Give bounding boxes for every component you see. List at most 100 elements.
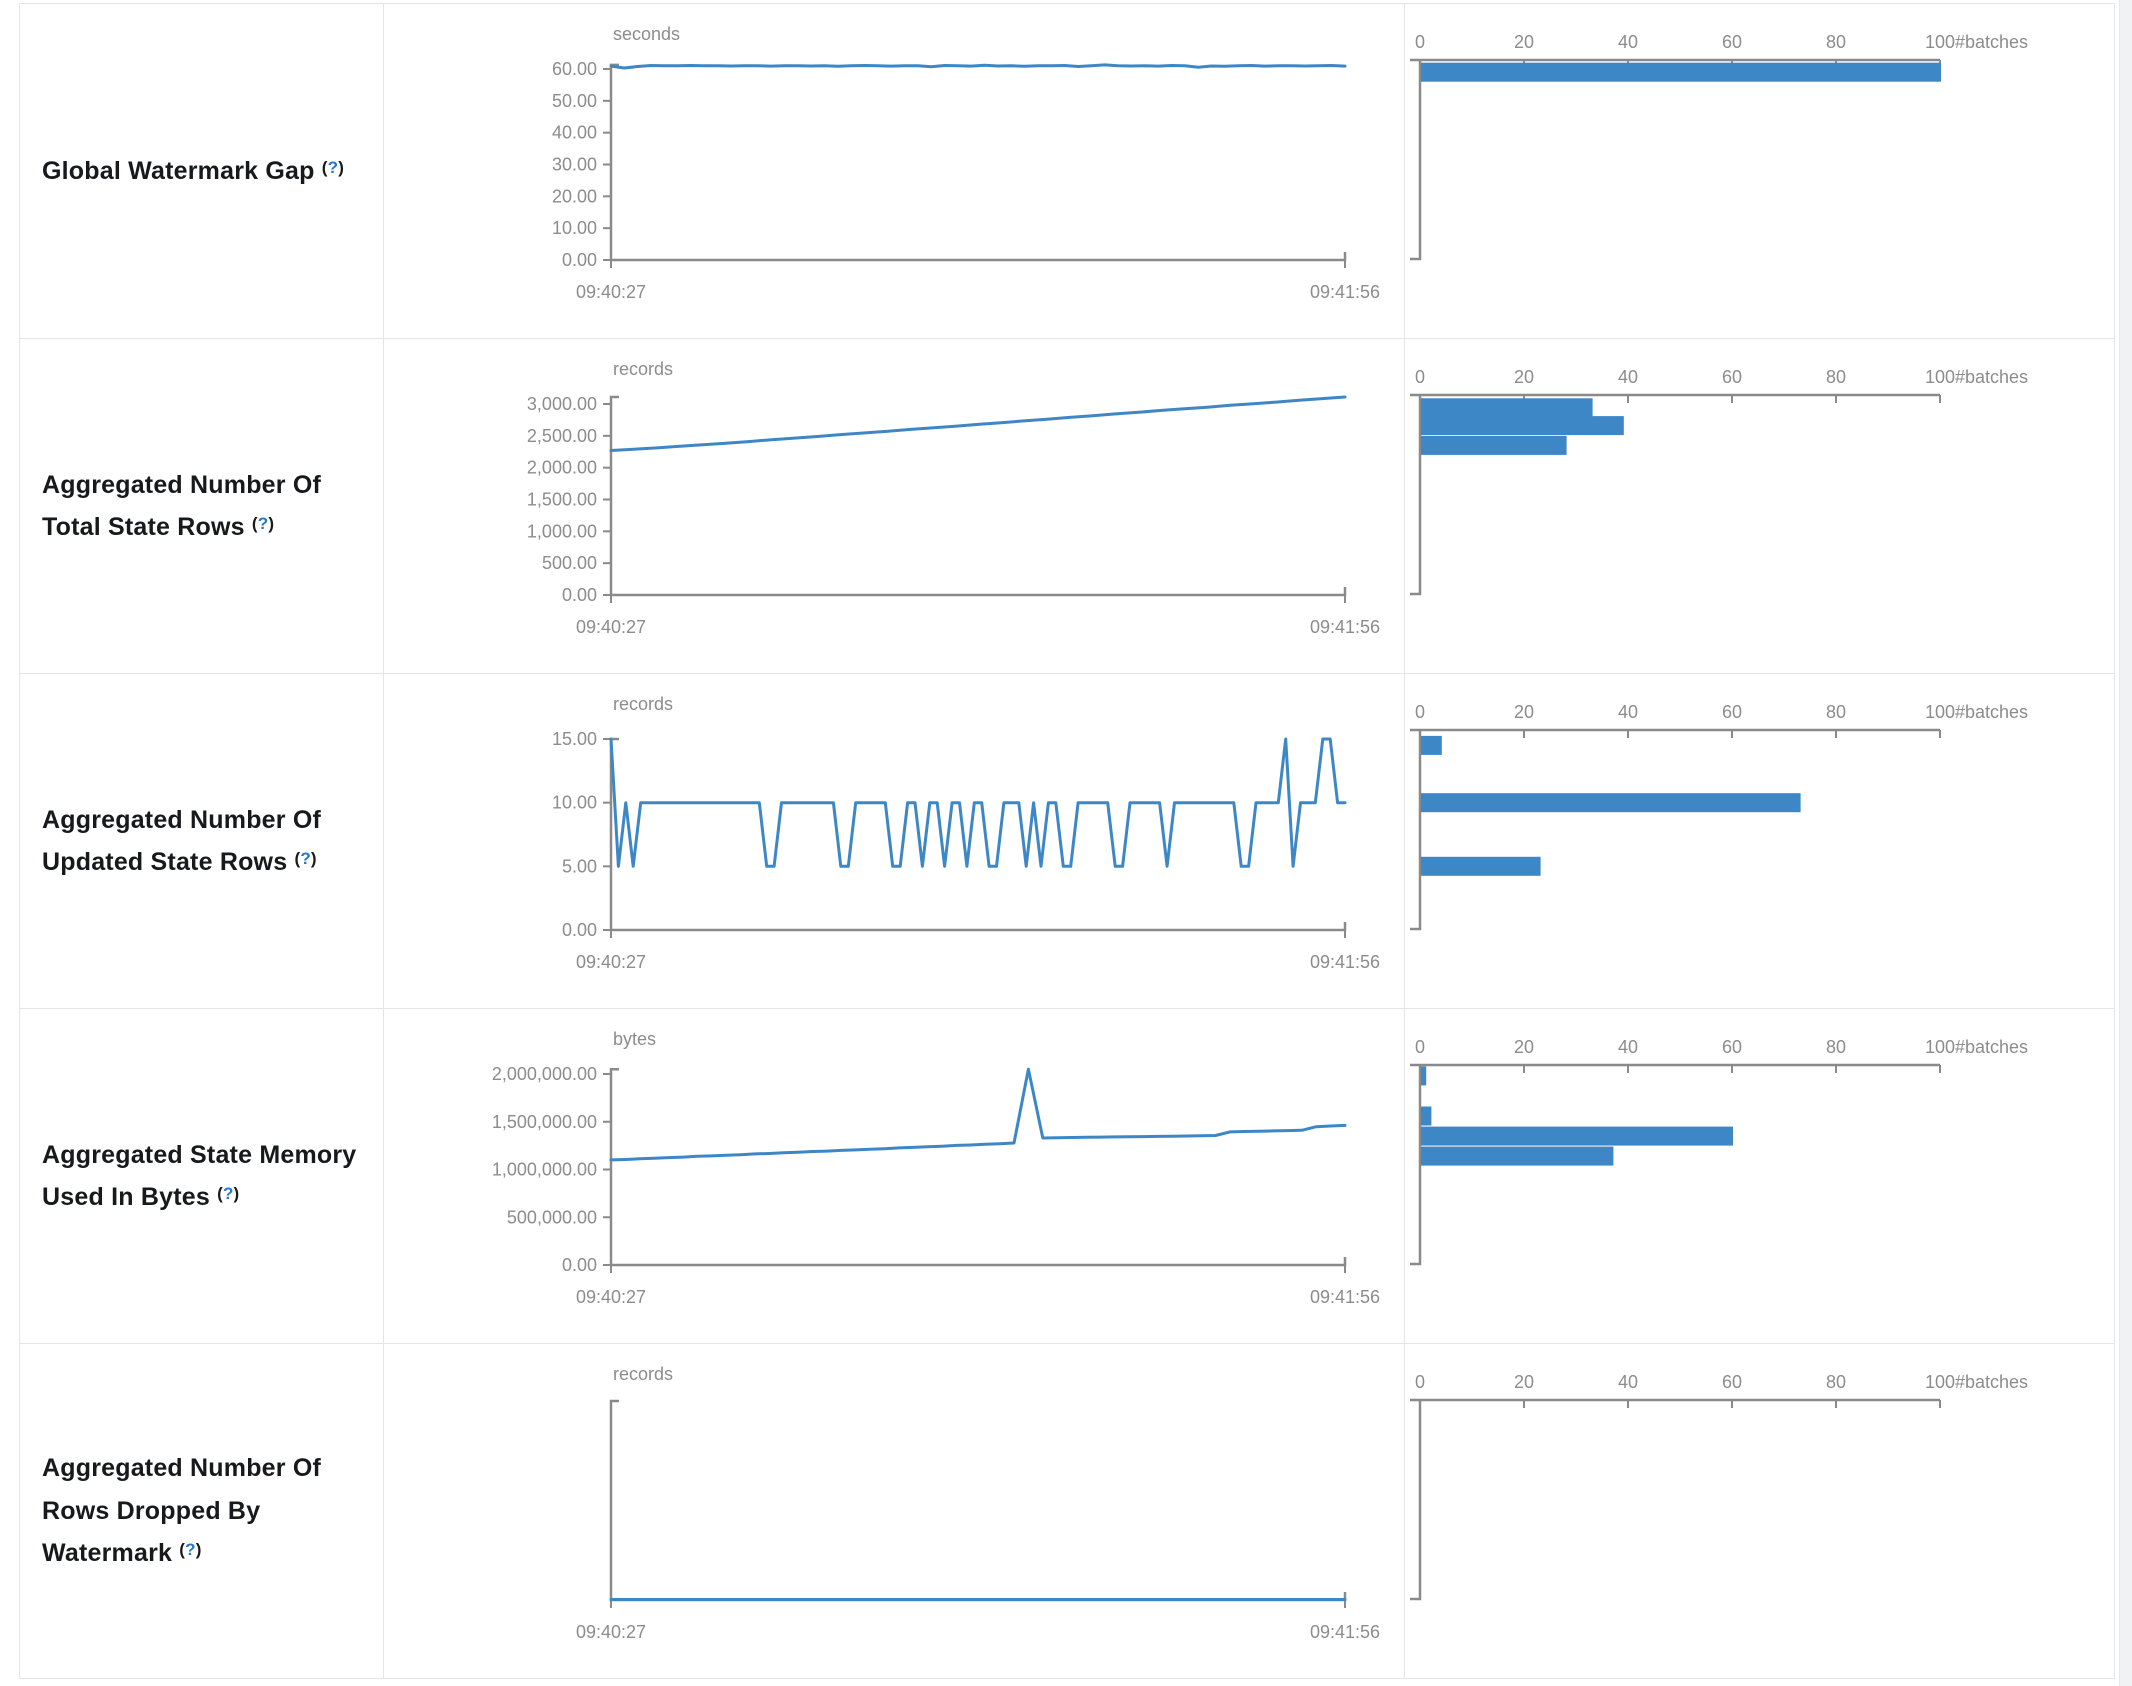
hist-tick-label: 60: [1722, 702, 1742, 722]
histogram-chart-cell: 0 20 40 60 80 100 #batches: [1405, 339, 2114, 673]
y-tick-label: 10.00: [552, 218, 597, 238]
histogram-bar: [1421, 856, 1541, 876]
histogram-bar: [1421, 1106, 1432, 1126]
y-tick-label: 0.00: [562, 250, 597, 270]
hist-tick-label: 0: [1415, 1037, 1425, 1057]
hist-tick-label: 100: [1925, 1372, 1955, 1392]
help-tooltip-link[interactable]: (?): [321, 157, 345, 177]
y-tick-label: 5.00: [562, 856, 597, 876]
hist-tick-label: 100: [1925, 32, 1955, 52]
x-axis-end-label: 09:41:56: [1310, 952, 1380, 972]
y-tick-label: 2,000,000.00: [492, 1064, 597, 1084]
hist-tick-label: 60: [1722, 367, 1742, 387]
unit-label: records: [613, 694, 673, 714]
batches-axis-label: #batches: [1955, 32, 2028, 52]
y-tick-label: 2,000.00: [527, 458, 597, 478]
y-tick-label: 2,500.00: [527, 426, 597, 446]
question-mark-icon: ?: [327, 157, 339, 177]
hist-tick-label: 80: [1826, 702, 1846, 722]
timeline-chart: records 15.00 10.00 5.00 0.00 09:40:27 09:41:5…: [552, 694, 1380, 972]
metric-row: Aggregated Number Of Updated State Rows …: [20, 673, 2114, 1008]
timeline-chart: records 3,000.00 2,500.00 2,000.00 1,500.00 1…: [527, 359, 1380, 637]
x-axis-start-label: 09:40:27: [576, 282, 646, 302]
histogram-bar: [1421, 416, 1624, 436]
histogram-value-axis: [1410, 1065, 1422, 1266]
hist-tick-label: 40: [1618, 1372, 1638, 1392]
metric-label: Aggregated Number Of Updated State Rows …: [42, 805, 322, 877]
histogram-chart: 0 20 40 60 80 100 #batches: [1410, 1372, 2028, 1601]
x-axis-start-label: 09:40:27: [576, 1622, 646, 1642]
histogram-bar: [1421, 1126, 1733, 1146]
y-tick-label: 20.00: [552, 186, 597, 206]
histogram-bar: [1421, 398, 1593, 418]
help-tooltip-link[interactable]: (?): [294, 849, 317, 868]
hist-tick-label: 40: [1618, 367, 1638, 387]
hist-tick-label: 100: [1925, 367, 1955, 387]
histogram-chart-cell: 0 20 40 60 80 100 #batches: [1405, 1009, 2114, 1343]
histogram-bar: [1421, 435, 1567, 455]
y-tick-label: 15.00: [552, 729, 597, 749]
batches-axis-label: #batches: [1955, 367, 2028, 387]
x-axis-end-label: 09:41:56: [1310, 617, 1380, 637]
unit-label: bytes: [613, 1029, 656, 1049]
hist-tick-label: 20: [1514, 1037, 1534, 1057]
chart-axes: [609, 395, 1347, 597]
hist-tick-label: 20: [1514, 1372, 1534, 1392]
batches-axis-label: #batches: [1955, 702, 2028, 722]
hist-tick-label: 40: [1618, 1037, 1638, 1057]
chart-axes: [609, 1399, 1347, 1602]
timeline-chart-cell: records 3,000.00 2,500.00 2,000.00 1,500.00 1…: [384, 339, 1405, 673]
y-tick-label: 500,000.00: [507, 1207, 597, 1227]
y-tick-label: 40.00: [552, 123, 597, 143]
y-tick-label: 1,500,000.00: [492, 1112, 597, 1132]
help-tooltip-link[interactable]: (?): [217, 1184, 240, 1203]
hist-tick-label: 80: [1826, 32, 1846, 52]
help-tooltip-link[interactable]: (?): [251, 514, 275, 533]
y-tick-label: 10.00: [552, 793, 597, 813]
histogram-chart: 0 20 40 60 80 100 #batches: [1410, 1037, 2028, 1266]
hist-tick-label: 60: [1722, 1037, 1742, 1057]
metric-label: Aggregated Number Of Total State Rows (?…: [42, 470, 322, 542]
y-tick-label: 0.00: [562, 920, 597, 940]
x-axis-end-label: 09:41:56: [1310, 1287, 1380, 1307]
scrollbar-track[interactable]: [2119, 0, 2132, 1686]
timeline-chart-cell: seconds 60.00 50.00 40.00 30.00 20.00 10.00 0.0…: [384, 4, 1405, 338]
timeline-line: [609, 395, 1347, 452]
hist-tick-label: 0: [1415, 32, 1425, 52]
x-axis-end-label: 09:41:56: [1310, 282, 1380, 302]
hist-tick-label: 40: [1618, 702, 1638, 722]
histogram-chart: 0 20 40 60 80 100 #batches: [1410, 702, 2028, 931]
timeline-chart: bytes 2,000,000.00 1,500,000.00 1,000,000.0…: [492, 1029, 1380, 1307]
question-mark-icon: ?: [257, 514, 269, 533]
y-tick-label: 1,000,000.00: [492, 1160, 597, 1180]
hist-tick-label: 20: [1514, 702, 1534, 722]
metric-label-cell: Aggregated State Memory Used In Bytes (?…: [20, 1009, 384, 1343]
y-tick-label: 1,500.00: [527, 490, 597, 510]
metric-row: Aggregated Number Of Total State Rows (?…: [20, 338, 2114, 673]
hist-tick-label: 100: [1925, 1037, 1955, 1057]
histogram-value-axis: [1410, 60, 1422, 261]
y-tick-label: 50.00: [552, 91, 597, 111]
histogram-bar: [1421, 1146, 1614, 1166]
batches-axis-label: #batches: [1955, 1037, 2028, 1057]
timeline-line: [609, 737, 1347, 868]
histogram-bar: [1421, 62, 1941, 82]
metric-label-cell: Aggregated Number Of Total State Rows (?…: [20, 339, 384, 673]
y-tick-label: 0.00: [562, 585, 597, 605]
chart-axes: [609, 737, 1347, 932]
help-tooltip-link[interactable]: (?): [179, 1540, 202, 1560]
hist-tick-label: 100: [1925, 702, 1955, 722]
histogram-bar: [1421, 1066, 1427, 1086]
histogram-value-axis: [1410, 1400, 1422, 1601]
y-tick-label: 60.00: [552, 59, 597, 79]
question-mark-icon: ?: [222, 1184, 234, 1203]
histogram-chart-cell: 0 20 40 60 80 100 #batches: [1405, 674, 2114, 1008]
metric-label-cell: Aggregated Number Of Rows Dropped By Wat…: [20, 1344, 384, 1678]
timeline-chart-cell: records 09:40:27 09:41:56: [384, 1344, 1405, 1678]
metric-label: Aggregated Number Of Rows Dropped By Wat…: [42, 1454, 322, 1568]
timeline-line: [609, 1067, 1347, 1162]
unit-label: seconds: [613, 24, 680, 44]
chart-axes: [609, 1067, 1347, 1267]
metrics-table: Global Watermark Gap (?) seconds 60.00 50.0…: [19, 3, 2115, 1679]
hist-tick-label: 20: [1514, 32, 1534, 52]
